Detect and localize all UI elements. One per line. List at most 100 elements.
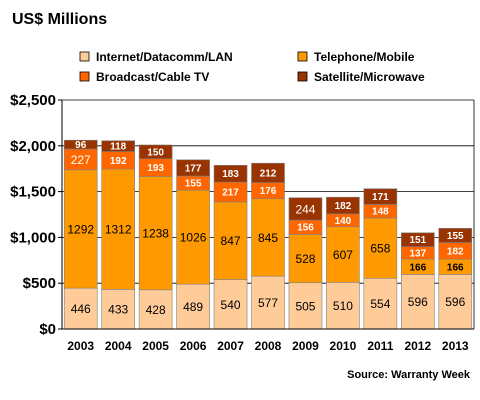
data-label-2009-0: 505 — [295, 299, 315, 313]
data-label-2008-2: 176 — [260, 186, 277, 197]
y-tick-label-5: $2,500 — [10, 92, 56, 109]
data-label-2010-1: 607 — [333, 248, 353, 262]
bar-segment-2003-1 — [63, 169, 98, 289]
x-tick-label-2009: 2009 — [292, 339, 319, 353]
bar-segment-2007-0 — [213, 279, 248, 330]
data-label-2003-0: 446 — [71, 302, 91, 316]
bar-segment-2006-0 — [176, 283, 210, 330]
x-tick-label-2012: 2012 — [404, 339, 431, 353]
data-label-2009-1: 528 — [295, 252, 315, 266]
legend-swatch-2 — [79, 71, 90, 82]
source-note: Source: Warranty Week — [347, 369, 471, 381]
data-label-2011-1: 658 — [370, 242, 390, 256]
bar-segment-2006-3 — [176, 159, 210, 177]
data-label-2013-1: 166 — [447, 262, 464, 273]
legend: Internet/Datacomm/LAN Telephone/Mobile Bro… — [79, 50, 425, 84]
data-label-2012-2: 137 — [409, 248, 426, 259]
data-label-2007-0: 540 — [221, 298, 241, 312]
bar-segment-2003-0 — [63, 287, 98, 330]
x-tick-label-2005: 2005 — [142, 339, 169, 353]
data-label-2012-3: 151 — [409, 235, 426, 246]
bar-segment-2009-3 — [288, 197, 323, 221]
data-label-2009-3: 244 — [295, 202, 315, 216]
bar-segment-2004-3 — [101, 140, 135, 152]
bar-segment-2010-1 — [326, 226, 360, 283]
data-label-2006-2: 155 — [185, 179, 202, 190]
data-label-2011-3: 171 — [372, 192, 389, 203]
bar-segment-2010-3 — [326, 196, 360, 215]
bar-segment-2007-1 — [213, 201, 248, 280]
y-tick-label-4: $2,000 — [10, 138, 56, 155]
data-label-2007-2: 217 — [222, 188, 239, 199]
data-label-2008-1: 845 — [258, 231, 278, 245]
bar-segment-2008-1 — [251, 198, 285, 277]
x-tick-label-2006: 2006 — [180, 339, 207, 353]
x-tick-label-2013: 2013 — [442, 339, 469, 353]
data-label-2004-2: 192 — [110, 156, 127, 167]
data-label-2010-2: 140 — [335, 216, 352, 227]
data-label-2004-3: 118 — [110, 142, 127, 153]
bar-segment-2010-0 — [326, 281, 360, 330]
bar-segment-2008-0 — [251, 275, 285, 330]
data-label-2008-0: 577 — [258, 296, 278, 310]
bar-segment-2004-0 — [101, 289, 135, 330]
y-tick-label-3: $1,500 — [10, 184, 56, 201]
legend-label-2: Broadcast/Cable TV — [96, 70, 209, 84]
y-axis: $0 $500 $1,000 $1,500 $2,000 $2,500 — [10, 92, 63, 338]
data-label-2008-3: 212 — [260, 168, 277, 179]
x-tick-label-2011: 2011 — [367, 339, 393, 353]
data-label-2006-3: 177 — [185, 163, 202, 174]
data-label-2010-0: 510 — [333, 299, 353, 313]
legend-swatch-0 — [79, 51, 90, 62]
bar-segment-2004-1 — [101, 168, 135, 290]
bar-segment-2009-1 — [288, 234, 323, 284]
legend-swatch-3 — [297, 71, 308, 82]
x-tick-label-2010: 2010 — [330, 339, 357, 353]
x-tick-label-2003: 2003 — [67, 339, 94, 353]
data-label-2012-1: 166 — [409, 262, 426, 273]
y-tick-label-0: $0 — [39, 321, 56, 338]
data-label-2013-0: 596 — [445, 295, 465, 309]
data-label-2006-1: 1026 — [180, 231, 207, 245]
bar-segment-2008-3 — [251, 162, 285, 183]
bar-segment-2005-3 — [138, 144, 173, 160]
legend-label-1: Telephone/Mobile — [314, 50, 415, 64]
data-label-2006-0: 489 — [183, 300, 203, 314]
x-tick-label-2007: 2007 — [217, 339, 244, 353]
x-tick-label-2008: 2008 — [255, 339, 282, 353]
bar-segment-2005-1 — [138, 176, 173, 291]
data-label-2004-1: 1312 — [105, 223, 132, 237]
data-label-2005-1: 1238 — [142, 227, 169, 241]
data-label-2004-0: 433 — [108, 303, 128, 317]
data-label-2009-2: 156 — [297, 223, 314, 234]
y-tick-label-2: $1,000 — [10, 229, 56, 246]
data-label-2013-3: 155 — [447, 231, 464, 242]
data-label-2011-2: 148 — [372, 207, 389, 218]
data-label-2007-1: 847 — [221, 234, 241, 248]
bar-segment-2011-3 — [363, 188, 398, 205]
data-label-2003-3: 96 — [75, 140, 87, 151]
bar-segment-2003-3 — [63, 139, 98, 150]
bar-segment-2011-1 — [363, 217, 398, 279]
data-label-2005-3: 150 — [147, 147, 164, 158]
data-label-2003-2: 227 — [71, 153, 91, 167]
chart-title: US$ Millions — [12, 11, 107, 28]
legend-label-0: Internet/Datacomm/LAN — [96, 50, 233, 64]
y-tick-label-1: $500 — [23, 275, 56, 292]
legend-swatch-1 — [297, 51, 308, 62]
data-label-2010-3: 182 — [335, 201, 352, 212]
bar-segment-2007-3 — [213, 165, 248, 183]
bars: 446 1292 227 96 433 1312 192 118 428 1238 193 150 48… — [63, 139, 473, 330]
bar-segment-2013-3 — [438, 228, 473, 243]
data-label-2011-0: 554 — [370, 297, 390, 311]
data-label-2013-2: 182 — [447, 246, 464, 257]
data-label-2003-1: 1292 — [67, 222, 94, 236]
x-axis: 2003 2004 2005 2006 2007 2008 2009 2010 2011 2012… — [62, 328, 474, 353]
data-label-2012-0: 596 — [408, 295, 428, 309]
bar-segment-2006-1 — [176, 189, 210, 285]
data-label-2005-0: 428 — [146, 303, 166, 317]
bar-segment-2012-3 — [401, 232, 435, 247]
data-label-2005-2: 193 — [147, 163, 164, 174]
data-label-2007-3: 183 — [222, 169, 239, 180]
